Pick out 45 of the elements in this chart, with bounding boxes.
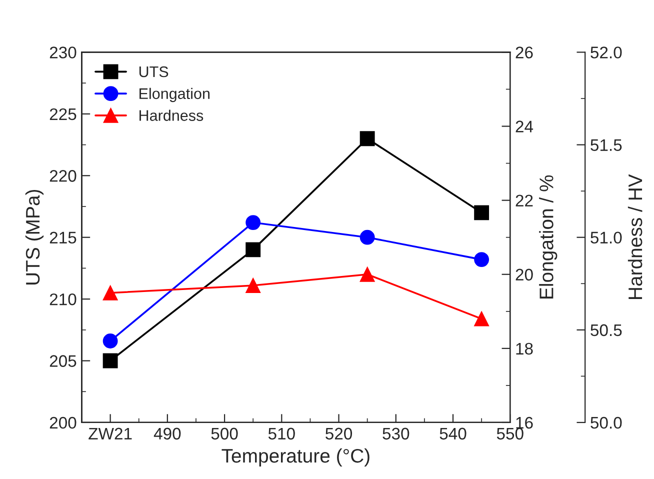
y2-tick-label: 26 — [516, 46, 533, 58]
point — [102, 353, 118, 368]
x-tick-label: 550 — [496, 428, 524, 440]
y2-tick-label: 22 — [516, 194, 533, 206]
x-tick-label: 520 — [326, 428, 352, 440]
point — [102, 285, 118, 300]
y3-tick-label: 50.0 — [590, 416, 622, 429]
y3-axis-title: Hardness / HV — [628, 174, 642, 299]
y2-tick-label: 24 — [516, 120, 534, 132]
y3-tick-label: 51.0 — [590, 232, 622, 244]
x-tick-label: ZW21 — [88, 428, 132, 440]
legend-label: Elongation — [140, 88, 210, 102]
y-tick-label: 225 — [50, 108, 76, 120]
y-tick-label: 200 — [50, 416, 76, 429]
x-axis-title: Temperature (°C) — [222, 448, 370, 467]
point — [474, 205, 490, 220]
y3-tick-label: 50.5 — [590, 324, 622, 336]
point — [246, 278, 261, 293]
point — [102, 334, 118, 348]
y-tick-label: 205 — [50, 355, 76, 367]
x-tick-label: 540 — [440, 428, 466, 440]
point — [360, 230, 375, 245]
y-tick-label: 210 — [50, 293, 76, 306]
x-tick-label: 510 — [268, 428, 295, 440]
point — [360, 266, 375, 282]
y2-tick-label: 18 — [516, 342, 533, 355]
point — [474, 311, 490, 326]
y-tick-label: 220 — [50, 170, 76, 182]
y-tick-label: 215 — [50, 232, 76, 244]
y2-tick-label: 20 — [516, 268, 533, 281]
legend-label: UTS — [139, 66, 168, 78]
x-tick-label: 530 — [382, 428, 410, 440]
y-axis-title: UTS (MPa) — [25, 190, 44, 284]
y2-axis-title: Elongation / % — [539, 175, 558, 298]
legend-label: Hardness — [140, 110, 204, 121]
y-tick-label: 230 — [50, 46, 76, 58]
y3-tick-label: 51.5 — [590, 139, 622, 151]
point — [474, 252, 490, 268]
x-tick-label: 500 — [211, 428, 238, 440]
point — [246, 215, 261, 230]
y3-tick-label: 52.0 — [590, 46, 622, 58]
y2-tick-label: 16 — [516, 416, 533, 429]
point — [246, 242, 261, 258]
point — [360, 131, 375, 146]
x-tick-label: 490 — [154, 428, 181, 440]
